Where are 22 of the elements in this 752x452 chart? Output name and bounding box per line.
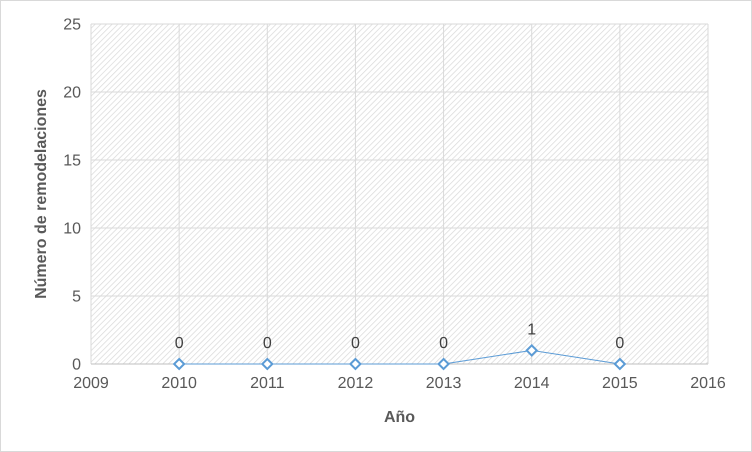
x-tick-label: 2015 — [602, 375, 638, 392]
x-tick-label: 2014 — [514, 375, 550, 392]
y-tick-label: 0 — [72, 356, 82, 374]
data-label: 0 — [174, 335, 184, 352]
x-tick-label: 2009 — [73, 375, 109, 392]
x-axis-title: Año — [384, 409, 416, 426]
y-tick-label: 10 — [63, 220, 82, 238]
data-label: 0 — [615, 335, 624, 352]
x-tick-label: 2016 — [690, 375, 726, 392]
x-tick-label: 2013 — [426, 375, 462, 392]
data-label: 0 — [350, 335, 360, 352]
x-tick-label: 2010 — [161, 375, 198, 392]
data-label: 0 — [262, 335, 272, 352]
y-tick-label: 5 — [72, 288, 82, 306]
data-label: 0 — [439, 335, 448, 352]
y-tick-label: 20 — [63, 84, 82, 102]
y-tick-label: 25 — [63, 16, 82, 34]
y-tick-label: 15 — [63, 152, 82, 170]
x-tick-label: 2012 — [338, 375, 374, 392]
y-axis-title: Número de remodelaciones — [33, 88, 50, 299]
x-tick-label: 2011 — [250, 375, 285, 392]
data-label: 1 — [527, 321, 536, 338]
